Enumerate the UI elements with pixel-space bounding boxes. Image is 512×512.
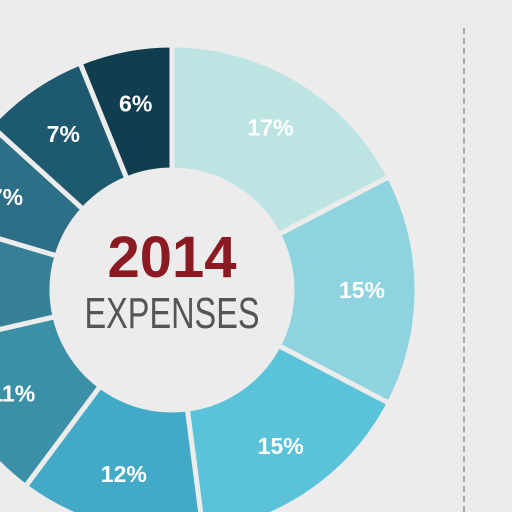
donut-slice xyxy=(0,130,87,259)
slice-percent-label: 7% xyxy=(47,121,80,147)
slice-percent-label: 7% xyxy=(0,184,23,210)
slice-percent-label: 17% xyxy=(247,115,293,141)
donut-slice xyxy=(184,342,393,512)
center-title: 2014 xyxy=(107,225,236,290)
donut-slices xyxy=(0,42,420,512)
donut-slice xyxy=(169,42,393,238)
slice-percent-label: 15% xyxy=(339,277,385,303)
donut-slice xyxy=(0,313,104,490)
donut-hole xyxy=(54,172,290,408)
slice-percent-label: 12% xyxy=(101,461,147,487)
slice-percent-label: 11% xyxy=(0,381,35,407)
center-subtitle: EXPENSES xyxy=(85,289,260,338)
slice-percent-label: 15% xyxy=(258,433,304,459)
donut-slice xyxy=(76,42,175,183)
slice-percent-label: 6% xyxy=(119,91,152,117)
donut-slice xyxy=(0,236,61,332)
dashed-divider xyxy=(463,28,465,512)
slice-labels: 17% 15% 15% 12% 11% 7% 7% 6% xyxy=(0,91,385,487)
donut-slice xyxy=(275,173,420,407)
